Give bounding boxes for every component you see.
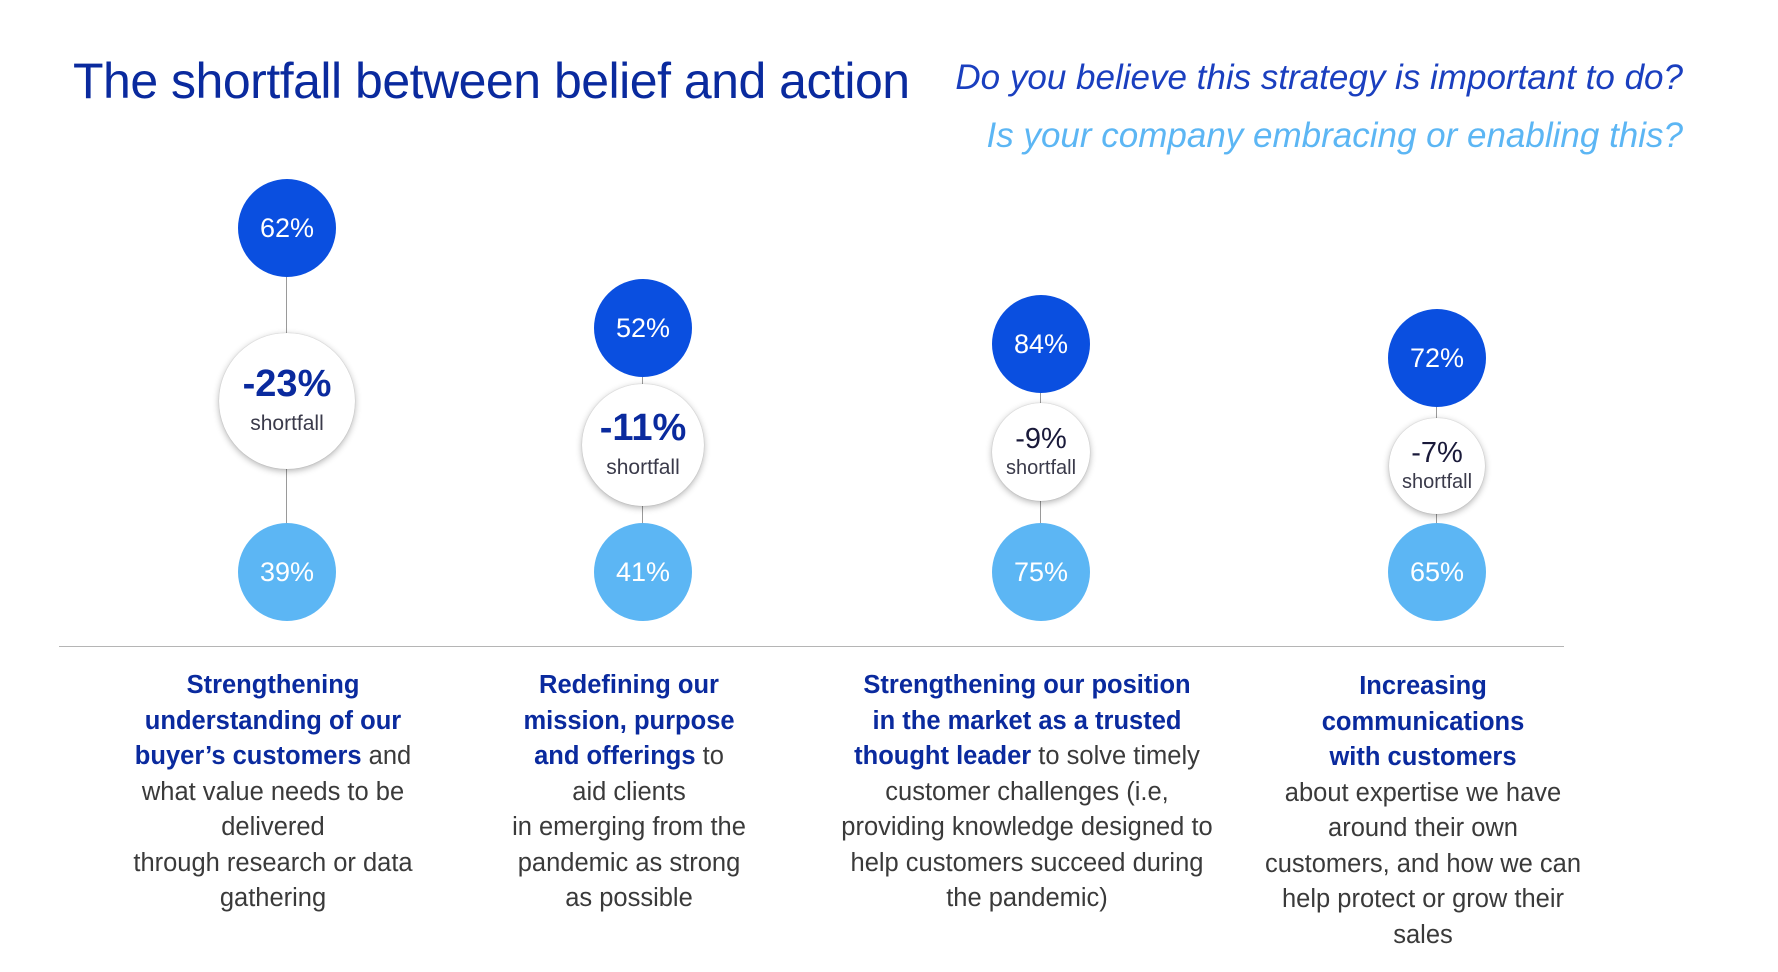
description-line: Increasing (1233, 669, 1613, 705)
description-line: Strengthening (83, 668, 463, 704)
shortfall-label: shortfall (250, 412, 324, 436)
description-line: in emerging from the (439, 810, 819, 846)
strategy-description: Redefining our mission, purpose and offeri… (439, 668, 819, 917)
action-question: Is your company embracing or enabling th… (986, 116, 1683, 155)
description-text: to (695, 742, 724, 770)
highlighted-text: Redefining our (539, 671, 719, 699)
description-line: help protect or grow their (1233, 882, 1613, 918)
description-line: understanding of our (83, 704, 463, 740)
description-text: about expertise we have (1284, 778, 1562, 807)
description-line: communications (1233, 705, 1613, 741)
description-text: help customers succeed during (850, 848, 1204, 877)
shortfall-circle: -11% shortfall (582, 384, 704, 506)
belief-percentage-circle: 72% (1388, 309, 1486, 407)
highlighted-text: communications (1321, 707, 1525, 736)
highlighted-text: and offerings (534, 742, 696, 770)
description-line: help customers succeed during (837, 846, 1217, 882)
divider-line (59, 646, 1564, 647)
shortfall-value: -9% (1015, 422, 1067, 455)
description-line: through research or data (83, 846, 463, 882)
description-line: delivered (83, 810, 463, 846)
shortfall-value: -11% (599, 407, 687, 450)
description-text: around their own (1328, 814, 1518, 842)
description-line: gathering (83, 881, 463, 917)
belief-percentage-circle: 52% (594, 279, 692, 377)
description-line: about expertise we have (1233, 776, 1613, 812)
description-line: providing knowledge designed to (837, 810, 1217, 846)
belief-question: Do you believe this strategy is importan… (955, 58, 1683, 97)
shortfall-label: shortfall (606, 456, 680, 480)
action-percentage-circle: 41% (594, 523, 692, 621)
description-text: aid clients (572, 777, 686, 806)
description-line: mission, purpose (439, 704, 819, 740)
highlighted-text: mission, purpose (523, 706, 735, 735)
highlighted-text: in the market as a trusted (872, 706, 1182, 735)
description-line: as possible (439, 881, 819, 917)
description-line: what value needs to be (83, 775, 463, 811)
description-text: through research or data (133, 848, 413, 877)
description-text: to solve timely (1031, 742, 1200, 770)
description-text: the pandemic) (946, 884, 1108, 912)
belief-percentage-circle: 62% (238, 179, 336, 277)
highlighted-text: understanding of our (144, 706, 402, 735)
description-text: delivered (221, 813, 325, 841)
description-text: pandemic as strong (517, 848, 741, 877)
description-line: sales (1233, 918, 1613, 954)
description-text: providing knowledge designed to (841, 813, 1213, 841)
description-line: aid clients (439, 775, 819, 811)
description-line: and offerings to (439, 739, 819, 775)
shortfall-circle: -9% shortfall (992, 403, 1090, 501)
description-line: in the market as a trusted (837, 704, 1217, 740)
highlighted-text: thought leader (854, 742, 1032, 770)
description-text: and (361, 742, 412, 770)
description-line: customers, and how we can (1233, 847, 1613, 883)
description-line: Strengthening our position (837, 668, 1217, 704)
highlighted-text: Strengthening (186, 671, 360, 699)
highlighted-text: Strengthening our position (863, 671, 1191, 699)
shortfall-value: -7% (1411, 436, 1463, 469)
strategy-description: Strengthening our position in the market … (837, 668, 1217, 917)
strategy-description: Increasing communications with customers ab… (1233, 669, 1613, 953)
shortfall-circle: -7% shortfall (1389, 418, 1485, 514)
description-text: help protect or grow their (1281, 885, 1565, 913)
description-line: buyer’s customers and (83, 739, 463, 775)
action-percentage-circle: 75% (992, 523, 1090, 621)
description-text: in emerging from the (512, 813, 746, 841)
description-line: Redefining our (439, 668, 819, 704)
highlighted-text: with customers (1329, 743, 1517, 771)
shortfall-label: shortfall (1401, 470, 1473, 493)
action-percentage-circle: 65% (1388, 523, 1486, 621)
description-line: pandemic as strong (439, 846, 819, 882)
description-text: as possible (565, 884, 693, 912)
shortfall-circle: -23% shortfall (219, 333, 355, 469)
highlighted-text: buyer’s customers (134, 742, 362, 770)
description-text: customers, and how we can (1264, 849, 1582, 878)
description-text: customer challenges (i.e, (885, 777, 1169, 806)
description-line: with customers (1233, 740, 1613, 776)
belief-percentage-circle: 84% (992, 295, 1090, 393)
page-title: The shortfall between belief and action (73, 53, 910, 109)
description-line: the pandemic) (837, 881, 1217, 917)
highlighted-text: Increasing (1359, 672, 1487, 700)
description-line: customer challenges (i.e, (837, 775, 1217, 811)
description-text: what value needs to be (141, 777, 405, 806)
description-line: thought leader to solve timely (837, 739, 1217, 775)
description-text: gathering (219, 884, 327, 912)
shortfall-label: shortfall (1005, 456, 1077, 479)
shortfall-value: -23% (242, 363, 332, 406)
description-line: around their own (1233, 811, 1613, 847)
action-percentage-circle: 39% (238, 523, 336, 621)
strategy-description: Strengthening understanding of our buyer’s… (83, 668, 463, 917)
description-text: sales (1393, 920, 1453, 949)
